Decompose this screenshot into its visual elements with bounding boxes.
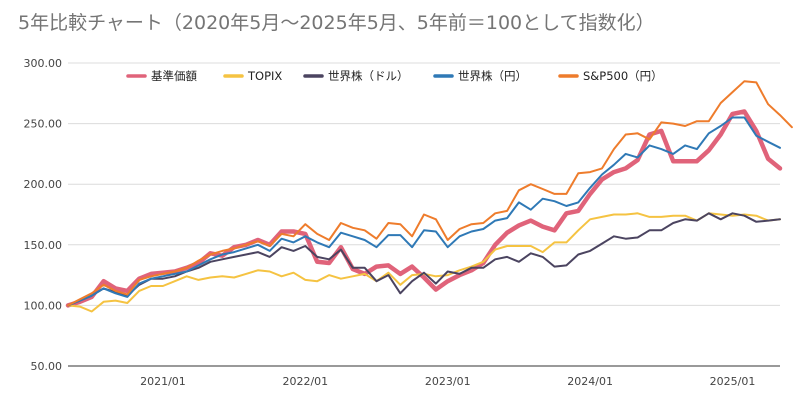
x-axis-ticks: 2021/01 2022/01 2023/01 2024/01 2025/01 xyxy=(140,375,755,388)
x-tick-label: 2022/01 xyxy=(282,375,328,388)
y-tick-label: 300.00 xyxy=(24,57,63,70)
y-tick-label: 250.00 xyxy=(24,118,63,131)
x-tick-label: 2024/01 xyxy=(567,375,613,388)
x-tick-label: 2021/01 xyxy=(140,375,186,388)
y-tick-label: 200.00 xyxy=(24,178,63,191)
chart-title: 5年比較チャート（2020年5月～2025年5月、5年前＝100として指数化） xyxy=(18,12,655,34)
series-lines xyxy=(65,80,793,313)
legend-label-2: 世界株（ドル） xyxy=(328,69,409,83)
y-tick-label: 100.00 xyxy=(24,299,63,312)
series-line-4 xyxy=(67,80,793,307)
x-tick-label: 2025/01 xyxy=(710,375,756,388)
legend-label-4: S&P500（円） xyxy=(583,69,663,83)
legend-label-3: 世界株（円） xyxy=(458,69,527,83)
series-line-2 xyxy=(67,212,781,307)
x-tick-label: 2023/01 xyxy=(425,375,471,388)
legend: 基準価額 TOPIX 世界株（ドル） 世界株（円） S&P500（円） xyxy=(126,69,663,83)
series-line-3 xyxy=(67,116,781,307)
y-tick-label: 150.00 xyxy=(24,239,63,252)
legend-label-1: TOPIX xyxy=(247,69,282,83)
series-line-1 xyxy=(67,212,781,313)
y-tick-label: 50.00 xyxy=(31,360,63,373)
legend-label-0: 基準価額 xyxy=(151,69,197,83)
y-axis-ticks: 50.00 100.00 150.00 200.00 250.00 300.00 xyxy=(24,57,63,373)
